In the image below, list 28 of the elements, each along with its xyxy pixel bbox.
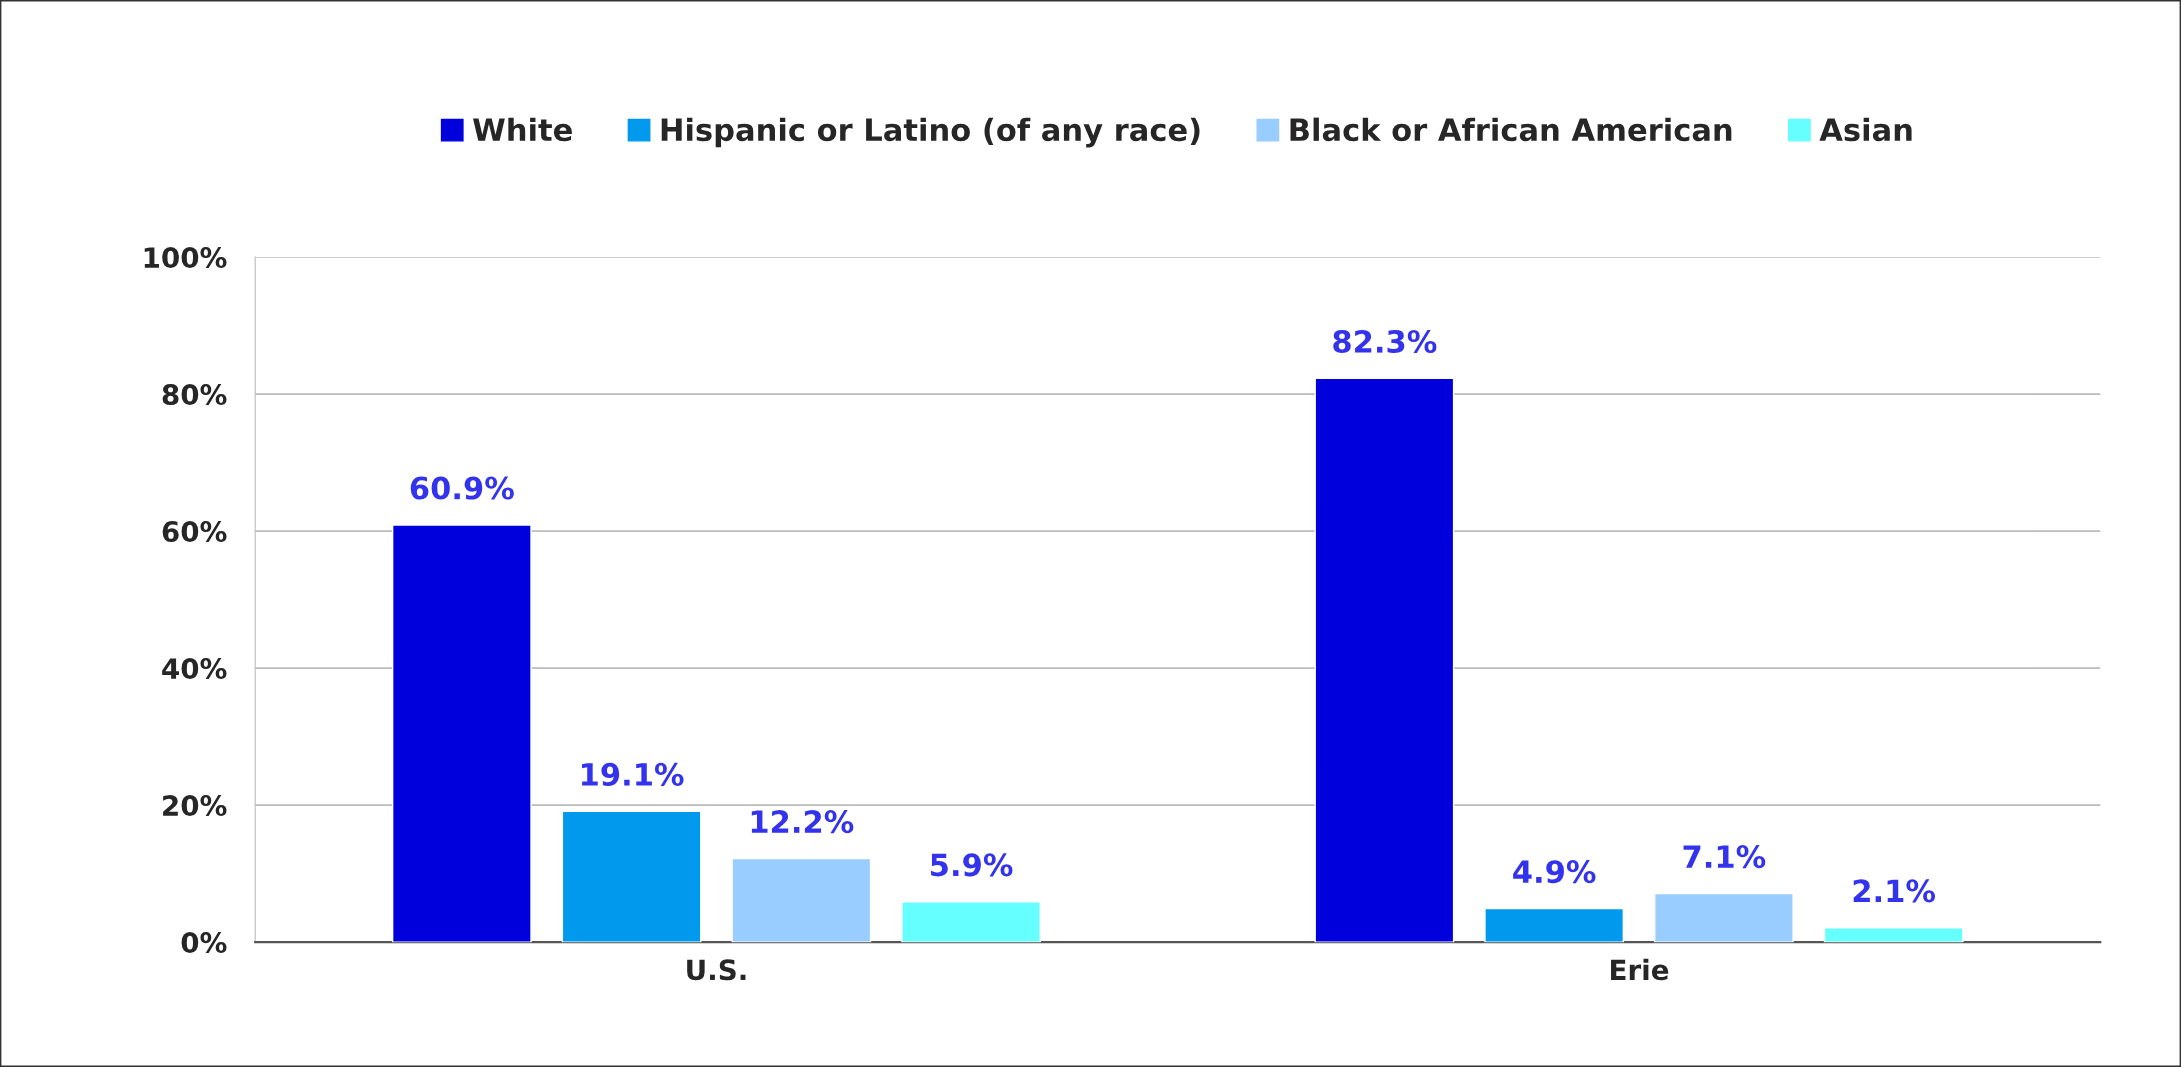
legend-label: Hispanic or Latino (of any race)	[661, 117, 1200, 148]
bar	[901, 901, 1041, 943]
x-tick-label: Erie	[1611, 958, 1669, 981]
legend-label: White	[473, 117, 572, 142]
legend-label: Asian	[1819, 117, 1912, 142]
bar	[731, 857, 872, 943]
bar	[1823, 927, 1964, 943]
y-tick-label: 60%	[162, 521, 227, 543]
y-tick-label: 20%	[163, 795, 227, 817]
bar	[1654, 892, 1794, 943]
y-tick-label: 40%	[162, 658, 227, 680]
bar	[1484, 907, 1625, 943]
y-tick-label: 80%	[162, 384, 227, 406]
bar	[1314, 377, 1455, 943]
data-label: 19.1%	[582, 762, 684, 786]
bar	[391, 524, 532, 943]
data-label: 5.9%	[931, 853, 1013, 877]
data-label: 2.1%	[1853, 879, 1936, 903]
data-label: 12.2%	[751, 810, 854, 834]
y-tick-label: 100%	[144, 247, 227, 269]
y-tick-label: 0%	[181, 932, 227, 954]
data-label: 60.9%	[410, 476, 514, 500]
data-label: 4.9%	[1513, 860, 1596, 884]
legend-label: Black or African American	[1290, 117, 1732, 142]
x-tick-label: U.S.	[687, 959, 746, 981]
data-label: 82.3%	[1333, 329, 1437, 354]
data-label: 7.1%	[1683, 845, 1766, 869]
bar	[561, 810, 702, 943]
